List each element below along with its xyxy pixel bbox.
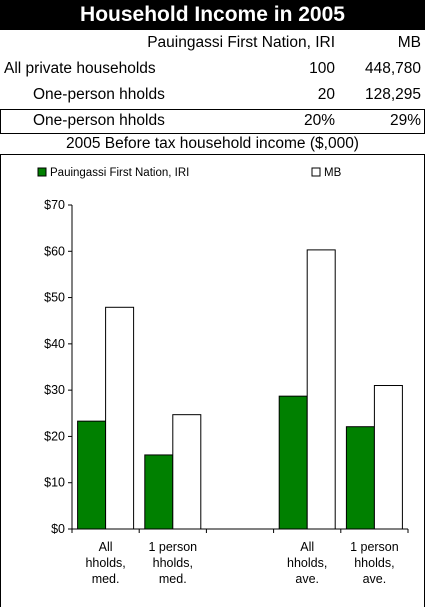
table-left-border <box>0 110 1 134</box>
x-tick-label: ave. <box>295 572 319 586</box>
x-tick-label: 1 person <box>350 540 399 554</box>
legend-swatch <box>311 167 321 177</box>
row-divider <box>0 133 425 134</box>
y-tick-label: $0 <box>51 522 65 536</box>
y-tick-label: $20 <box>44 429 65 443</box>
bar <box>306 249 336 530</box>
page-title: Household Income in 2005 <box>0 0 425 30</box>
row-col2: 29% <box>389 112 421 129</box>
table-row: All private households 100 448,780 <box>0 58 425 80</box>
chart-title: 2005 Before tax household income ($,000) <box>66 135 359 152</box>
row-divider <box>0 109 425 110</box>
legend-label: Pauingassi First Nation, IRI <box>50 167 189 179</box>
x-tick-label: hholds, <box>85 556 125 570</box>
y-tick-label: $60 <box>44 244 65 258</box>
row-label: One-person hholds <box>33 112 165 129</box>
row-col2: 128,295 <box>364 86 421 103</box>
x-tick-label: hholds, <box>153 556 193 570</box>
bar <box>172 414 202 530</box>
legend-label: MB <box>324 167 342 179</box>
x-tick-label: med. <box>92 572 120 586</box>
y-tick-label: $50 <box>44 291 65 305</box>
x-tick-label: ave. <box>363 572 387 586</box>
x-tick-label: All <box>300 540 314 554</box>
bar <box>144 454 174 530</box>
x-tick-label: All <box>99 540 113 554</box>
bar <box>105 306 135 530</box>
y-tick-label: $10 <box>44 476 65 490</box>
row-col1: 20% <box>303 112 335 129</box>
header-col1: Pauingassi First Nation, IRI <box>147 34 335 51</box>
bar <box>278 395 308 530</box>
chart-left-border <box>0 155 1 607</box>
row-col2: 448,780 <box>364 60 421 77</box>
x-tick-label: hholds, <box>354 556 394 570</box>
chart-top-border <box>0 154 425 155</box>
row-col1: 20 <box>317 86 335 103</box>
y-tick-label: $30 <box>44 383 65 397</box>
row-label: All private households <box>4 60 156 77</box>
bar <box>345 426 375 530</box>
bar <box>373 385 403 530</box>
row-col1: 100 <box>309 60 335 77</box>
legend-swatch <box>37 167 47 177</box>
row-label: One-person hholds <box>33 86 165 103</box>
bar <box>77 420 107 530</box>
table-row: One-person hholds 20 128,295 <box>0 84 425 106</box>
y-tick-label: $70 <box>44 198 65 212</box>
x-tick-label: 1 person <box>148 540 197 554</box>
bar-chart: Pauingassi First Nation, IRI MB $0 $10 $20 $3… <box>37 167 409 586</box>
table-row: One-person hholds 20% 29% <box>0 110 425 132</box>
y-tick-label: $40 <box>44 337 65 351</box>
table-header-row: Pauingassi First Nation, IRI MB <box>0 32 425 54</box>
x-tick-label: med. <box>159 572 187 586</box>
x-tick-label: hholds, <box>287 556 327 570</box>
header-col2: MB <box>397 34 421 51</box>
